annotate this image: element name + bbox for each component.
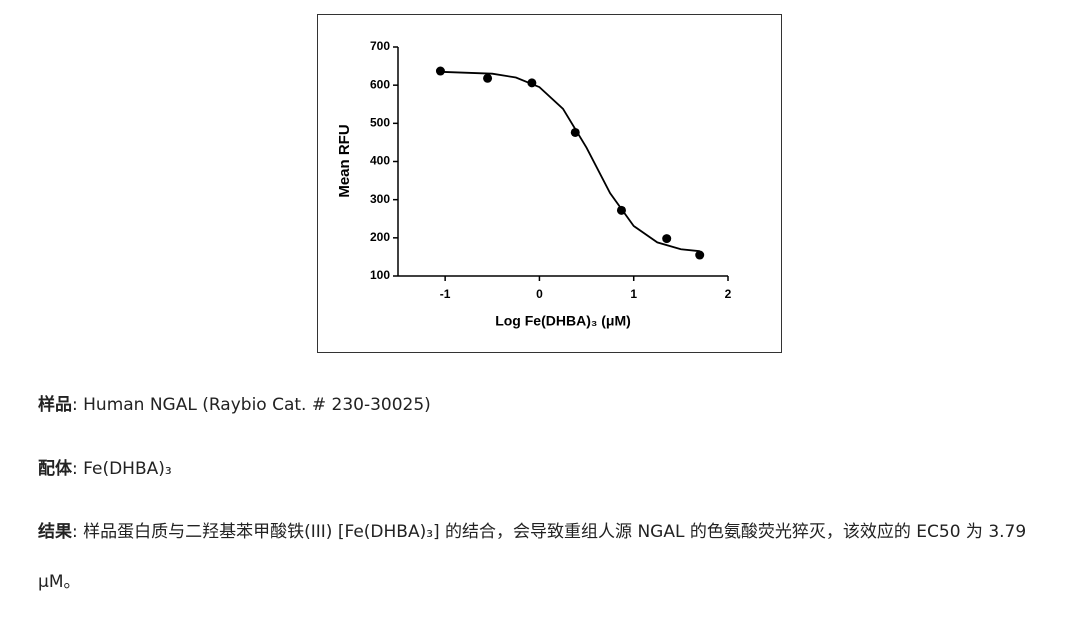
text: : 样品蛋白质与二羟基苯甲酸铁(III) [Fe(DHBA)₃] 的结合，会导致…	[38, 522, 1027, 592]
y-tick-label: 200	[370, 230, 390, 244]
data-point	[527, 78, 537, 88]
text: : Fe(DHBA)₃	[72, 459, 172, 479]
fit-curve	[440, 70, 700, 253]
y-tick-label: 600	[370, 77, 390, 91]
x-tick-label: -1	[440, 287, 451, 301]
label: 结果	[38, 522, 72, 542]
x-axis-title: Log Fe(DHBA)₃ (μM)	[495, 313, 631, 329]
text: : Human NGAL (Raybio Cat. # 230-30025)	[72, 395, 431, 415]
data-point	[483, 73, 493, 83]
paragraph: 配体: Fe(DHBA)₃	[38, 444, 1068, 494]
data-point	[570, 127, 580, 137]
chart-frame	[317, 14, 782, 353]
y-tick-label: 300	[370, 192, 390, 206]
data-point	[695, 250, 705, 260]
y-tick-label: 100	[370, 268, 390, 282]
x-tick-label: 2	[725, 287, 732, 301]
y-tick-label: 700	[370, 39, 390, 53]
chart: Mean RFU Log Fe(DHBA)₃ (μM) 100 200 300 400…	[317, 14, 782, 353]
data-point	[616, 205, 626, 215]
data-point	[435, 66, 445, 76]
y-tick-label: 500	[370, 116, 390, 130]
label: 配体	[38, 459, 72, 479]
paragraph: 样品: Human NGAL (Raybio Cat. # 230-30025)	[38, 380, 1068, 430]
data-point	[662, 234, 672, 244]
x-tick-label: 1	[630, 287, 637, 301]
y-tick-label: 400	[370, 154, 390, 168]
y-axis-title: Mean RFU	[336, 124, 353, 197]
label: 样品	[38, 395, 72, 415]
x-tick-label: 0	[536, 287, 543, 301]
paragraph: 结果: 样品蛋白质与二羟基苯甲酸铁(III) [Fe(DHBA)₃] 的结合，会…	[38, 507, 1068, 607]
